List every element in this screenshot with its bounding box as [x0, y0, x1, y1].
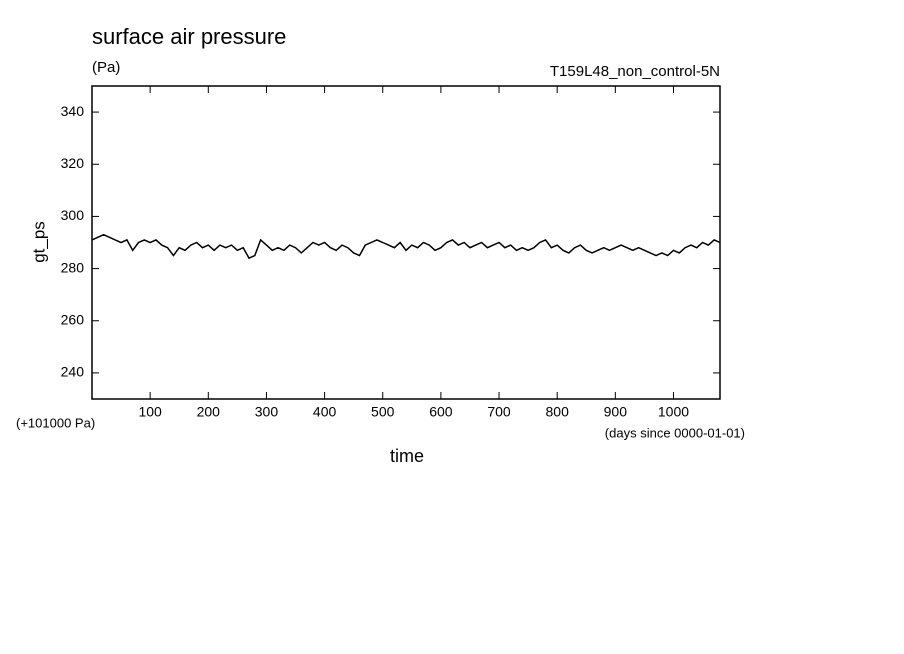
plot-frame: [91, 85, 721, 400]
y-offset-label: (+101000 Pa): [16, 415, 95, 430]
y-tick-label: 300: [61, 207, 85, 223]
x-tick-label: 1000: [658, 404, 689, 420]
y-tick-label: 340: [61, 103, 85, 119]
data-line: [91, 233, 721, 260]
x-tick-label: 900: [604, 404, 628, 420]
x-tick-label: 500: [371, 404, 395, 420]
x-tick-label: 300: [255, 404, 279, 420]
x-tick-label: 800: [546, 404, 570, 420]
y-tick-label: 260: [61, 311, 85, 327]
x-tick-label: 100: [138, 404, 162, 420]
x-tick-label: 400: [313, 404, 337, 420]
x-tick-label: 600: [429, 404, 453, 420]
x-axis-label: time: [390, 446, 424, 466]
y-tick-label: 280: [61, 259, 85, 275]
x-tick-label: 700: [487, 404, 511, 420]
chart-subtitle: (Pa): [92, 59, 120, 76]
y-tick-label: 320: [61, 155, 85, 171]
x-units-label: (days since 0000-01-01): [605, 425, 745, 440]
annotation: T159L48_non_control-5N: [550, 63, 720, 80]
y-tick-label: 240: [61, 364, 85, 380]
chart-title: surface air pressure: [92, 24, 286, 49]
x-tick-label: 200: [197, 404, 221, 420]
y-axis-label: gt_ps: [29, 221, 48, 263]
